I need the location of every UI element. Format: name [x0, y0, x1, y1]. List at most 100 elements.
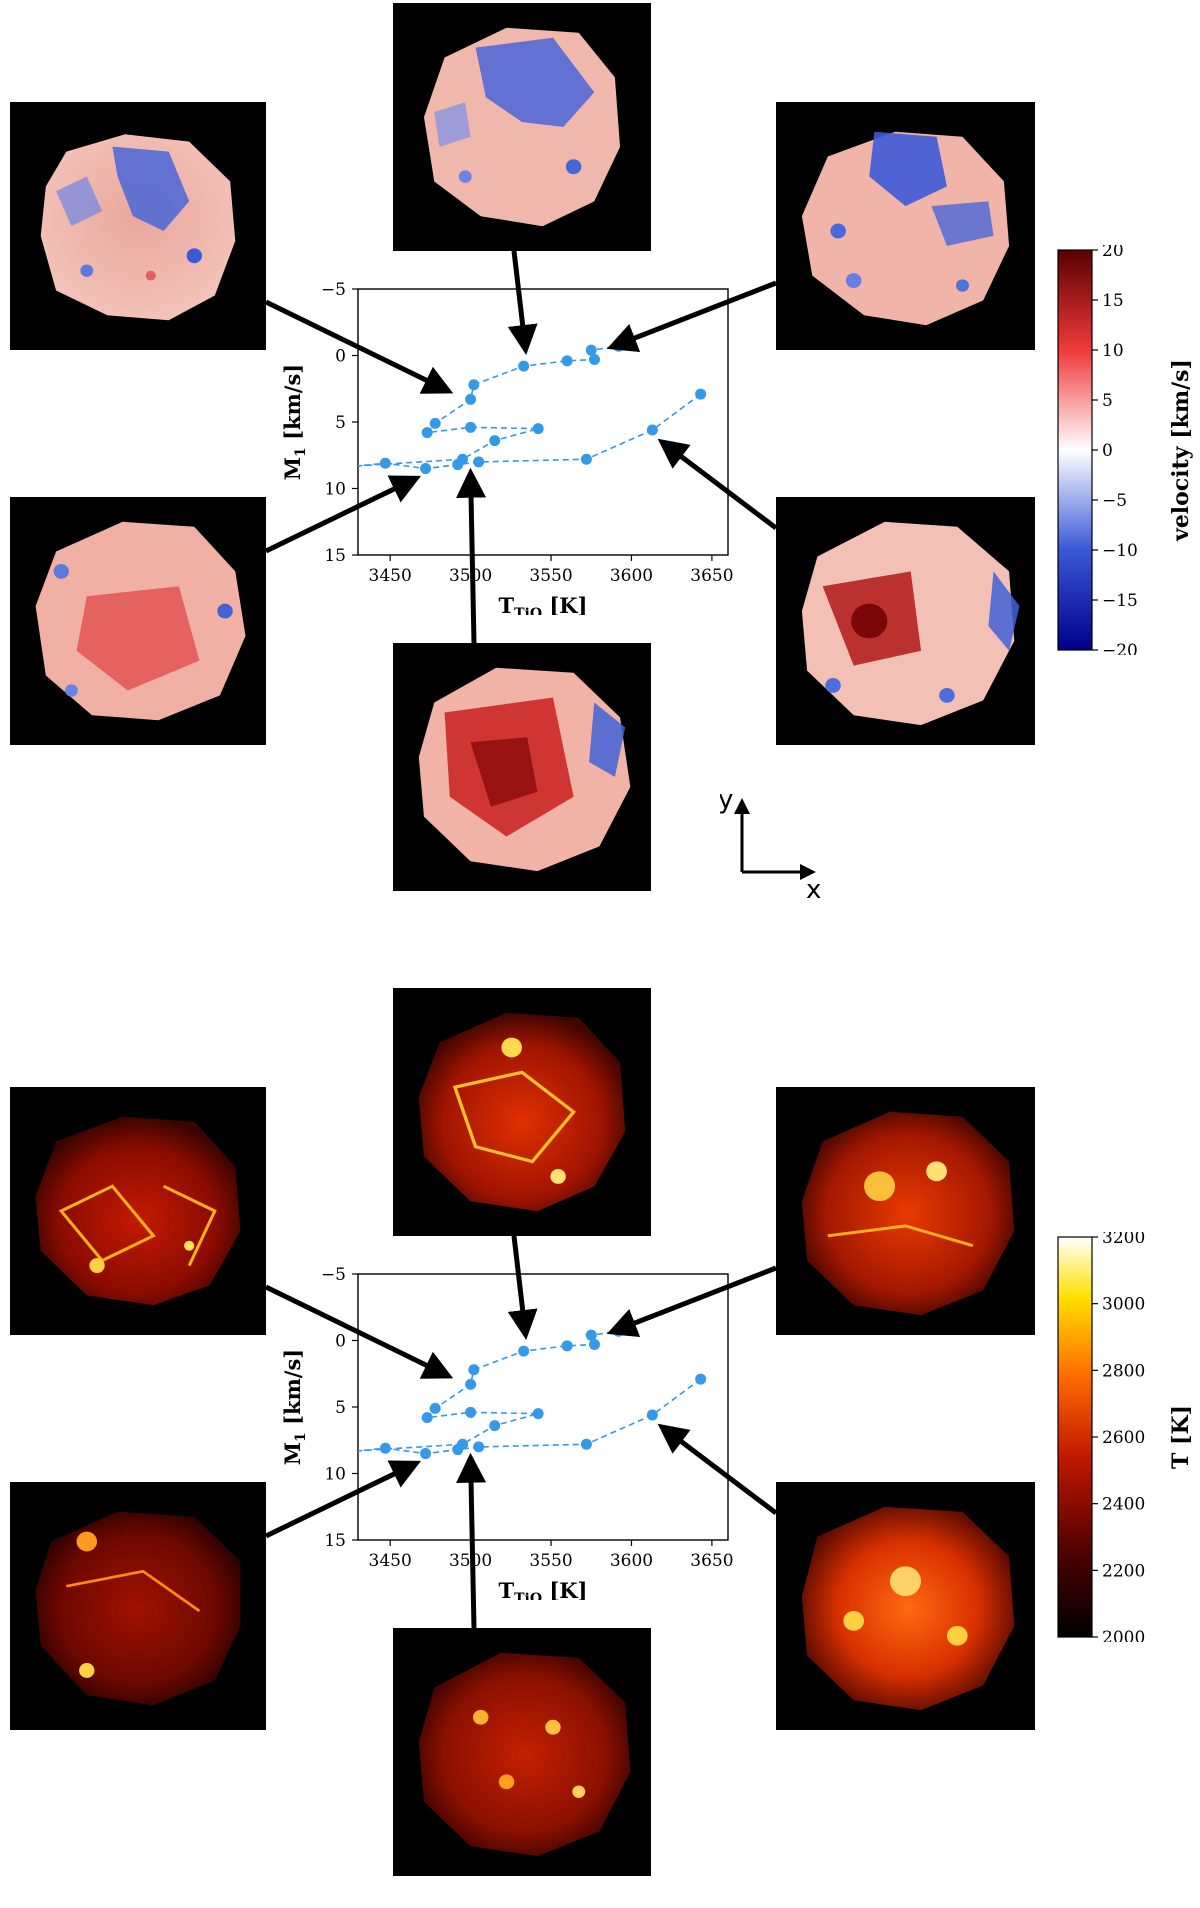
data-point	[588, 353, 600, 365]
data-point	[613, 1325, 625, 1337]
series-line	[357, 1330, 702, 1455]
temperature-map-top-right	[776, 1087, 1035, 1335]
y-tick-label: 15	[324, 1531, 346, 1551]
x-tick-label: 3500	[449, 566, 492, 586]
colorbar-tick-label: 20	[1102, 245, 1124, 261]
temperature-map-bottom-center	[393, 1628, 651, 1876]
x-axis-label: TTiO [K]	[498, 593, 587, 615]
data-point	[473, 456, 485, 468]
x-tick-label: 3600	[610, 1551, 653, 1571]
y-tick-label: −5	[321, 280, 346, 300]
axes-indicator: y x	[720, 790, 821, 900]
y-axis-label: M1 [km/s]	[280, 364, 309, 480]
data-point	[465, 1378, 477, 1390]
y-axis-label: M1 [km/s]	[280, 1349, 309, 1465]
data-point	[468, 379, 480, 391]
x-tick-label: 3450	[369, 566, 412, 586]
colorbar-tick-label: 0	[1102, 441, 1113, 461]
colorbar-tick-label: −15	[1102, 591, 1138, 611]
y-tick-label: 0	[335, 347, 346, 367]
colorbar-velocity: 20 15 10 5 0 −5 −10 −15 −20 velocity [km/s]	[1057, 245, 1194, 655]
data-point	[561, 355, 573, 367]
y-tick-label: 5	[335, 1398, 346, 1418]
x-tick-label: 3600	[610, 566, 653, 586]
data-point	[585, 344, 597, 356]
colorbar-tick-label: 2600	[1102, 1428, 1145, 1448]
data-point	[379, 1442, 391, 1454]
plot-frame	[357, 1273, 729, 1541]
data-point	[465, 393, 477, 405]
data-point	[421, 427, 433, 439]
x-tick-label: 3650	[690, 566, 733, 586]
data-point	[695, 1373, 707, 1385]
colorbar-temperature: 3200 3000 2800 2600 2400 2200 2000 T [K]	[1057, 1232, 1194, 1642]
data-point	[580, 453, 592, 465]
colorbar-tick-label: 15	[1102, 291, 1124, 311]
colorbar-tick-label: 5	[1102, 391, 1113, 411]
colorbar-temperature-label: T [K]	[1168, 1405, 1194, 1469]
velocity-map-mid-left	[10, 497, 266, 745]
x-tick-label: 3500	[449, 1551, 492, 1571]
y-tick-label: 0	[335, 1332, 346, 1352]
data-point	[473, 1441, 485, 1453]
data-point	[457, 1438, 469, 1450]
data-point	[465, 421, 477, 433]
series-line	[357, 345, 702, 470]
y-tick-label: −5	[321, 1265, 346, 1285]
data-point	[613, 340, 625, 352]
data-point	[580, 1438, 592, 1450]
data-point	[429, 1402, 441, 1414]
velocity-map-bottom-center	[393, 643, 651, 891]
data-point	[457, 453, 469, 465]
data-point	[561, 1340, 573, 1352]
velocity-map-top-right	[776, 102, 1035, 350]
data-point	[468, 1364, 480, 1376]
temperature-map-mid-right	[776, 1482, 1035, 1730]
temperature-map-mid-left	[10, 1482, 266, 1730]
temperature-map-top-center	[393, 988, 651, 1236]
velocity-map-top-left	[10, 102, 266, 350]
x-tick-label: 3650	[690, 1551, 733, 1571]
data-point	[489, 435, 501, 447]
x-tick-label: 3550	[529, 1551, 572, 1571]
temperature-map-top-left	[10, 1087, 266, 1335]
data-point	[420, 1448, 432, 1460]
colorbar-tick-label: 3200	[1102, 1232, 1145, 1248]
chart-velocity: 3450 3500 3550 3600 3650 −5 0 5 10 15 TTiO [K] M1 […	[280, 280, 734, 615]
data-point	[489, 1420, 501, 1432]
colorbar-tick-label: 2400	[1102, 1495, 1145, 1515]
data-point	[379, 457, 391, 469]
data-point	[465, 1406, 477, 1418]
velocity-map-top-center	[393, 3, 651, 251]
data-point	[421, 1412, 433, 1424]
data-point	[518, 360, 530, 372]
y-tick-label: 15	[324, 546, 346, 566]
data-point	[588, 1338, 600, 1350]
axes-indicator-y: y	[720, 790, 733, 815]
data-point	[429, 417, 441, 429]
x-tick-label: 3450	[369, 1551, 412, 1571]
velocity-map-mid-right	[776, 497, 1035, 745]
y-tick-label: 10	[324, 1465, 346, 1485]
colorbar-tick-label: 10	[1102, 341, 1124, 361]
data-point	[532, 423, 544, 435]
colorbar-tick-label: 3000	[1102, 1295, 1145, 1315]
chart-temperature: 3450 3500 3550 3600 3650 −5 0 5 10 15 TTiO [K] M1 […	[280, 1265, 734, 1600]
data-point	[585, 1329, 597, 1341]
colorbar-tick-label: 2200	[1102, 1561, 1145, 1581]
data-point	[646, 424, 658, 436]
data-point	[420, 463, 432, 475]
colorbar-tick-label: 2000	[1102, 1628, 1145, 1642]
colorbar-tick-label: −20	[1102, 641, 1138, 655]
colorbar-tick-label: −5	[1102, 491, 1127, 511]
plot-frame	[357, 288, 729, 556]
colorbar-velocity-label: velocity [km/s]	[1168, 359, 1194, 542]
y-tick-label: 5	[335, 413, 346, 433]
data-point	[646, 1409, 658, 1421]
data-point	[532, 1408, 544, 1420]
colorbar-tick-label: 2800	[1102, 1361, 1145, 1381]
data-point	[518, 1345, 530, 1357]
y-tick-label: 10	[324, 480, 346, 500]
data-point	[695, 388, 707, 400]
x-tick-label: 3550	[529, 566, 572, 586]
